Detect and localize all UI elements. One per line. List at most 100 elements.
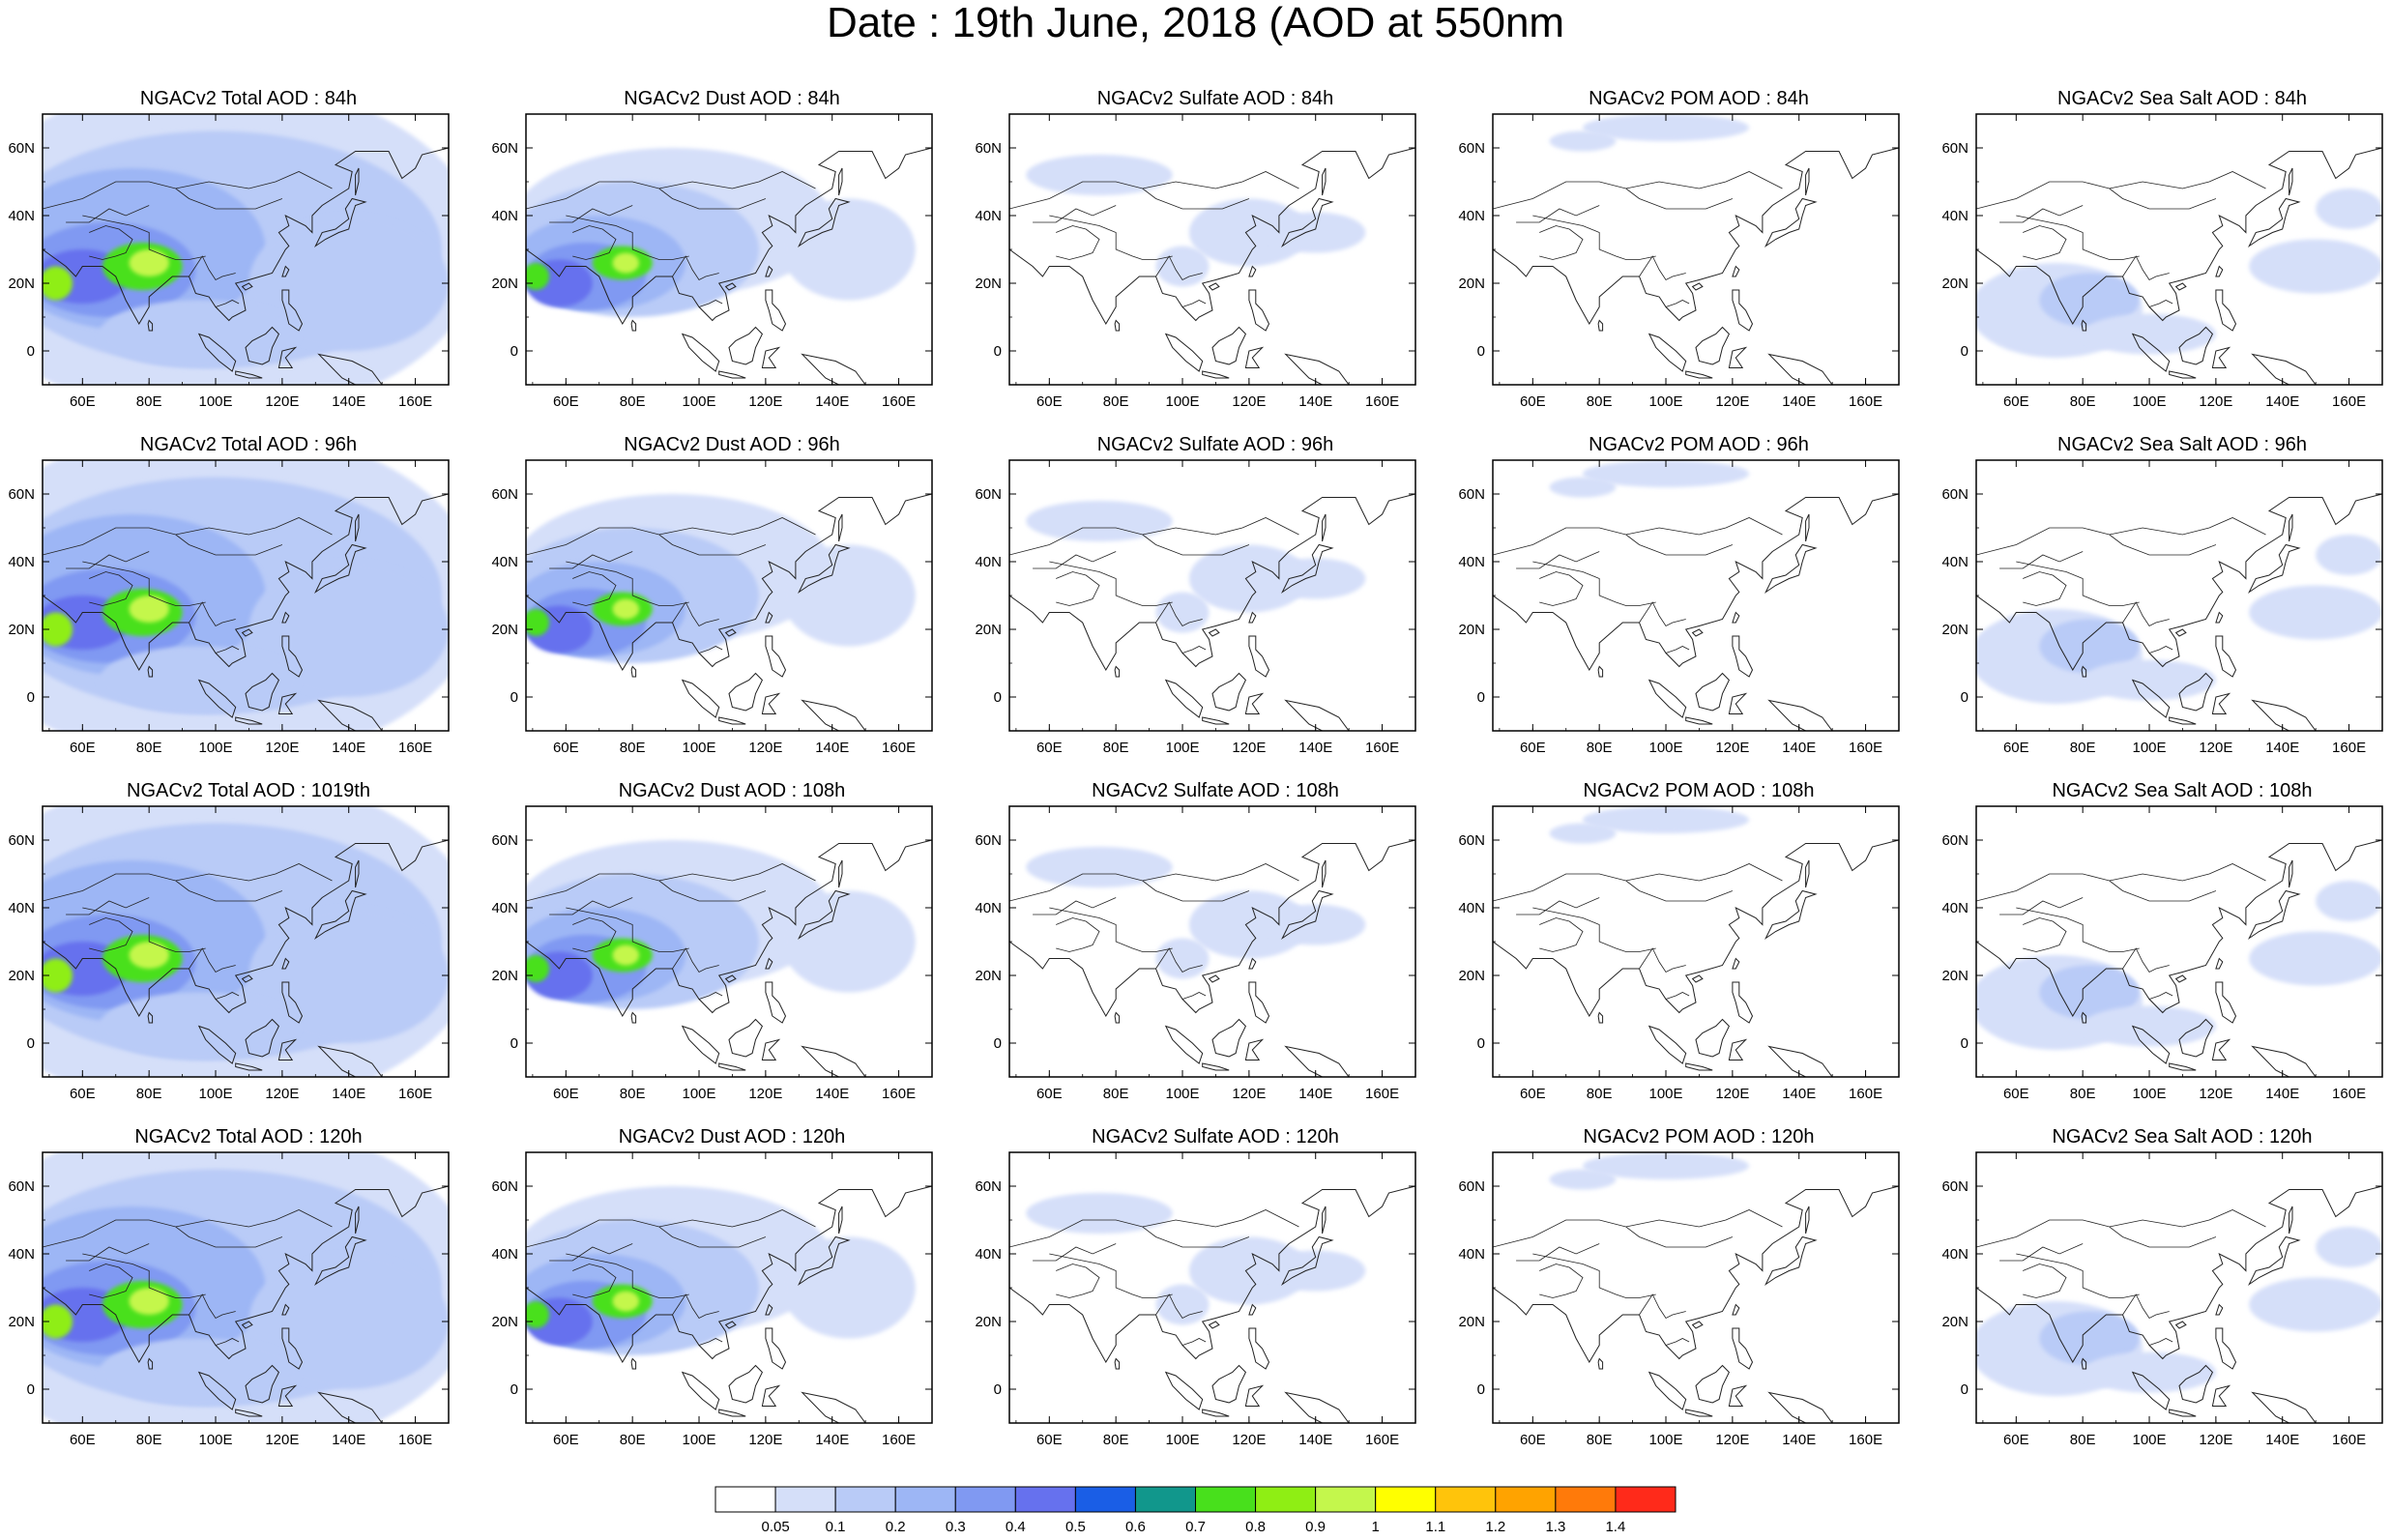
coastline-path bbox=[838, 1206, 843, 1235]
coastline-path bbox=[1764, 889, 1818, 940]
border-path bbox=[1142, 534, 1250, 556]
coastline-path bbox=[801, 353, 866, 385]
coastline-path bbox=[1805, 167, 1810, 196]
lon-tick-label: 140E bbox=[2265, 1432, 2299, 1448]
lat-tick-label: 20N bbox=[491, 1314, 518, 1330]
map-plot: 60E 80E 100E 120E 140E 160E 60N 40N 20N 0 bbox=[1941, 805, 2383, 1102]
lat-tick-label: 40N bbox=[8, 554, 35, 570]
lon-tick-label: 60E bbox=[1520, 740, 1546, 756]
aod-region bbox=[129, 942, 169, 969]
coastline-path bbox=[1211, 672, 1247, 712]
border-path bbox=[1142, 1226, 1250, 1248]
colorbar-label: 1.1 bbox=[1425, 1519, 1445, 1535]
border-path bbox=[2016, 1253, 2140, 1298]
coastline-path bbox=[2178, 1018, 2214, 1058]
panel-title: NGACv2 POM AOD : 108h bbox=[1583, 780, 1815, 801]
coastline-path bbox=[765, 635, 787, 678]
border-path bbox=[572, 225, 617, 260]
coastline-path bbox=[2131, 679, 2171, 718]
map-plot: 60E 80E 100E 120E 140E 160E 60N 40N 20N 0 bbox=[8, 1151, 450, 1448]
coastline-path bbox=[2248, 543, 2301, 594]
coastline-path bbox=[526, 806, 932, 1018]
coastline-path bbox=[2215, 635, 2237, 678]
lat-tick-label: 0 bbox=[1961, 343, 1968, 360]
border-path bbox=[2109, 880, 2217, 902]
border-path bbox=[526, 517, 816, 556]
border-path bbox=[549, 205, 633, 223]
aod-region bbox=[612, 598, 640, 620]
coastline-path bbox=[1691, 282, 1704, 291]
coastline-path bbox=[2215, 1303, 2224, 1316]
coastline-path bbox=[281, 289, 304, 332]
aod-region bbox=[2083, 1351, 2216, 1393]
coastline-path bbox=[1976, 114, 2382, 326]
coastline-path bbox=[2169, 1062, 2197, 1071]
lat-tick-label: 20N bbox=[8, 622, 35, 638]
coastline-path bbox=[1208, 1321, 1220, 1329]
lat-tick-label: 40N bbox=[1941, 554, 1968, 570]
lat-tick-label: 60N bbox=[491, 140, 518, 157]
coastline-path bbox=[1732, 289, 1754, 332]
coastline-path bbox=[277, 346, 298, 368]
lon-tick-label: 160E bbox=[1849, 740, 1882, 756]
plot-area bbox=[1493, 460, 1899, 731]
aod-region bbox=[2083, 1005, 2216, 1047]
coastline-path bbox=[1805, 1206, 1810, 1235]
lat-tick-label: 40N bbox=[1458, 208, 1485, 224]
lon-tick-label: 160E bbox=[2332, 1432, 2366, 1448]
border-path bbox=[2023, 1264, 2067, 1298]
lat-tick-label: 20N bbox=[975, 1314, 1002, 1330]
lon-tick-label: 160E bbox=[398, 1086, 432, 1102]
coastline-path bbox=[241, 1321, 253, 1329]
coastline-path bbox=[314, 543, 367, 594]
lon-tick-label: 80E bbox=[136, 740, 162, 756]
coastlines bbox=[1493, 114, 1899, 385]
border-path bbox=[2109, 1226, 2217, 1248]
border-path bbox=[526, 863, 816, 902]
map-panel: NGACv2 Total AOD : 120h 60E 80E 100E 120E 140… bbox=[0, 1125, 483, 1471]
map-plot: 60E 80E 100E 120E 140E 160E 60N 40N 20N 0 bbox=[975, 459, 1416, 756]
border-path bbox=[1155, 255, 1203, 281]
aod-region bbox=[43, 266, 73, 301]
map-plot: 60E 80E 100E 120E 140E 160E 60N 40N 20N 0 bbox=[975, 113, 1416, 410]
border-path bbox=[672, 255, 719, 281]
border-path bbox=[1999, 1243, 2084, 1262]
border-path bbox=[189, 947, 236, 973]
aod-region bbox=[43, 612, 73, 647]
lon-tick-label: 80E bbox=[136, 1432, 162, 1448]
colorbar-swatch bbox=[1255, 1486, 1317, 1513]
lon-tick-label: 160E bbox=[1365, 1086, 1399, 1102]
border-path bbox=[215, 1338, 240, 1346]
coastline-path bbox=[281, 1327, 304, 1370]
colorbar-label: 0.2 bbox=[886, 1519, 906, 1535]
coastline-path bbox=[801, 1045, 866, 1077]
coastlines bbox=[1976, 1152, 2382, 1423]
coastline-path bbox=[1597, 665, 1604, 678]
border-path bbox=[1516, 205, 1600, 223]
coastline-path bbox=[2081, 665, 2087, 678]
lat-tick-label: 0 bbox=[510, 343, 518, 360]
border-path bbox=[572, 917, 617, 952]
lon-tick-label: 140E bbox=[1298, 1086, 1332, 1102]
lon-tick-label: 60E bbox=[553, 1432, 579, 1448]
coastline-path bbox=[314, 197, 367, 247]
main-title: Date : 19th June, 2018 (AOD at 550nm bbox=[826, 0, 1565, 46]
border-path bbox=[1049, 561, 1173, 606]
coastline-path bbox=[1647, 1025, 1687, 1064]
coastline-path bbox=[765, 1327, 787, 1370]
coastline-path bbox=[2131, 1025, 2171, 1064]
lon-tick-label: 100E bbox=[682, 1432, 715, 1448]
border-path bbox=[1665, 300, 1690, 307]
border-path bbox=[89, 1264, 133, 1298]
coastline-path bbox=[2289, 859, 2293, 888]
map-plot: 60E 80E 100E 120E 140E 160E 60N 40N 20N 0 bbox=[491, 113, 933, 410]
coastline-path bbox=[1248, 1327, 1270, 1370]
coastline-path bbox=[681, 333, 720, 372]
coastline-path bbox=[2248, 889, 2301, 940]
lon-tick-label: 160E bbox=[882, 1432, 916, 1448]
coastline-path bbox=[724, 628, 737, 637]
coastline-path bbox=[1764, 1235, 1818, 1286]
coastline-path bbox=[43, 1152, 449, 1364]
coastline-path bbox=[1248, 957, 1257, 970]
colorbar-label: 0.05 bbox=[761, 1519, 789, 1535]
